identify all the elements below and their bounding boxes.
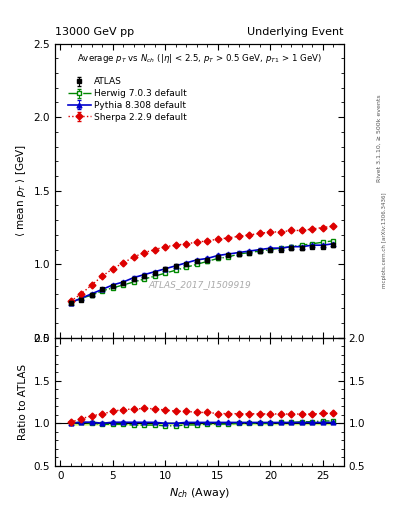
Text: Rivet 3.1.10, ≥ 500k events: Rivet 3.1.10, ≥ 500k events bbox=[377, 94, 382, 182]
Text: mcplots.cern.ch [arXiv:1306.3436]: mcplots.cern.ch [arXiv:1306.3436] bbox=[382, 193, 387, 288]
Text: 13000 GeV pp: 13000 GeV pp bbox=[55, 27, 134, 37]
Y-axis label: Ratio to ATLAS: Ratio to ATLAS bbox=[18, 364, 28, 440]
Text: Underlying Event: Underlying Event bbox=[247, 27, 344, 37]
X-axis label: $N_{ch}$ (Away): $N_{ch}$ (Away) bbox=[169, 486, 230, 500]
Y-axis label: $\langle$ mean $p_T$ $\rangle$ [GeV]: $\langle$ mean $p_T$ $\rangle$ [GeV] bbox=[14, 144, 28, 237]
Legend: ATLAS, Herwig 7.0.3 default, Pythia 8.308 default, Sherpa 2.2.9 default: ATLAS, Herwig 7.0.3 default, Pythia 8.30… bbox=[68, 77, 187, 121]
Text: ATLAS_2017_I1509919: ATLAS_2017_I1509919 bbox=[148, 281, 251, 289]
Text: Average $p_T$ vs $N_{ch}$ ($|\eta|$ < 2.5, $p_T$ > 0.5 GeV, $p_{T1}$ > 1 GeV): Average $p_T$ vs $N_{ch}$ ($|\eta|$ < 2.… bbox=[77, 52, 322, 66]
